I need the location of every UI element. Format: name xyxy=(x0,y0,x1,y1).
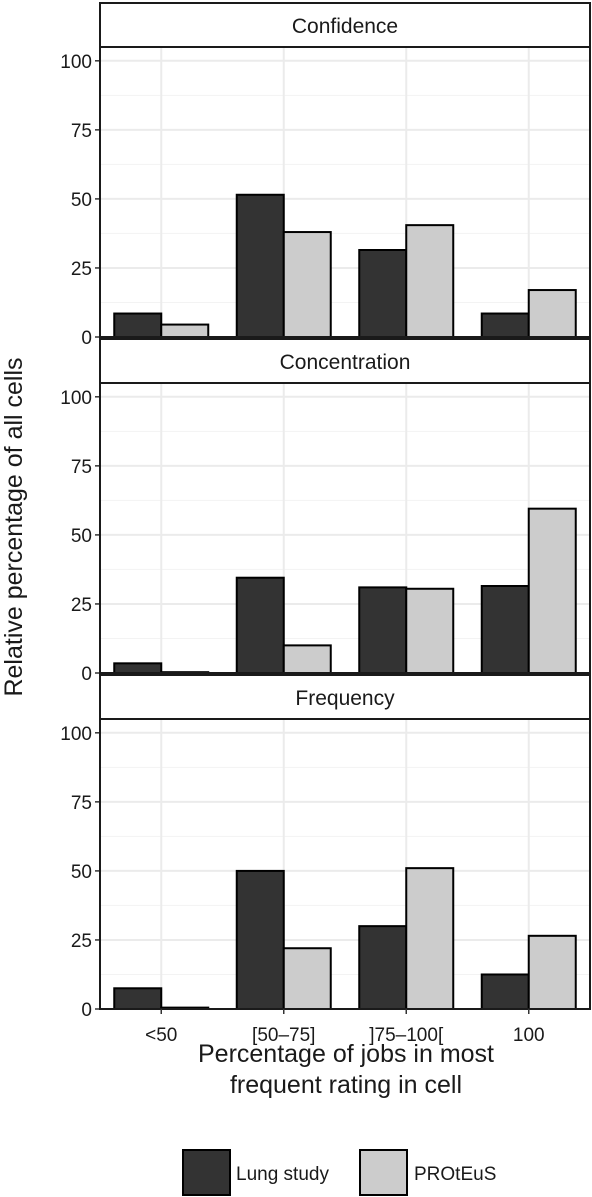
bar-proteus-100 xyxy=(527,507,577,674)
y-tick-label: 25 xyxy=(71,595,92,616)
bar-lung-study-75-100 xyxy=(358,249,408,338)
facet-strip xyxy=(99,338,591,384)
bar-proteus-50-75 xyxy=(282,947,332,1011)
facet-strip xyxy=(99,2,591,48)
bar-lung-study-50-75 xyxy=(235,869,285,1011)
y-axis-title: Relative percentage of all cells xyxy=(0,357,28,696)
bar-lung-study-75-100 xyxy=(358,925,408,1011)
y-tick-label: 100 xyxy=(60,388,92,409)
bar-lung-study-50 xyxy=(113,987,163,1010)
bar-proteus-75-100 xyxy=(405,867,455,1011)
facet-title: Confidence xyxy=(292,15,398,38)
bar-proteus-75-100 xyxy=(405,587,455,674)
y-tick-label: 0 xyxy=(81,664,92,685)
bar-lung-study-50 xyxy=(113,662,163,674)
panel-border xyxy=(99,382,591,674)
x-tick-label-100: 100 xyxy=(513,1025,545,1046)
x-axis-title-line-2: frequent rating in cell xyxy=(230,1071,462,1099)
bar-lung-study-50 xyxy=(113,312,163,338)
y-tick-label: 25 xyxy=(71,259,92,280)
bar-lung-study-50-75 xyxy=(235,193,285,338)
bar-lung-study-100 xyxy=(480,312,530,338)
legend-key-lung-study xyxy=(182,1149,231,1196)
bar-proteus-100 xyxy=(527,934,577,1010)
y-tick-label: 100 xyxy=(60,52,92,73)
panel-confidence: Confidence 0 25 50 75 100 xyxy=(60,2,591,349)
legend-key-proteus xyxy=(359,1149,408,1196)
y-tick-label: 50 xyxy=(71,190,92,211)
y-tick-label: 75 xyxy=(71,121,92,142)
y-tick-label: 75 xyxy=(71,793,92,814)
y-tick-label: 0 xyxy=(81,1000,92,1021)
bar-proteus-50-75 xyxy=(282,644,332,675)
legend-label-lung-study: Lung study xyxy=(236,1164,329,1185)
panel-border xyxy=(99,718,591,1010)
panel-background xyxy=(100,719,590,1009)
y-tick-label: 50 xyxy=(71,526,92,547)
x-tick-label-50: <50 xyxy=(145,1025,177,1046)
bar-lung-study-75-100 xyxy=(358,586,408,675)
x-tick-label-50-75: [50–75] xyxy=(252,1025,315,1046)
panel-border xyxy=(99,46,591,338)
bar-proteus-50-75 xyxy=(282,231,332,338)
y-tick-label: 100 xyxy=(60,724,92,745)
legend-label-proteus: PROtEuS xyxy=(414,1164,496,1185)
y-tick-label: 75 xyxy=(71,457,92,478)
bar-lung-study-50-75 xyxy=(235,576,285,675)
bar-lung-study-100 xyxy=(480,585,530,674)
y-tick-label: 0 xyxy=(81,328,92,349)
panel-background xyxy=(100,47,590,337)
legend: Lung study PROtEuS xyxy=(182,1149,496,1196)
bar-lung-study-100 xyxy=(480,973,530,1011)
x-axis-title-line-1: Percentage of jobs in most xyxy=(198,1040,494,1068)
y-tick-label: 25 xyxy=(71,931,92,952)
bar-proteus-100 xyxy=(527,289,577,338)
bar-proteus-75-100 xyxy=(405,224,455,338)
x-tick-label-75-100: ]75–100[ xyxy=(369,1025,444,1046)
facet-title: Concentration xyxy=(280,351,411,374)
facet-title: Frequency xyxy=(295,687,395,710)
chart-panels: Confidence 0 25 50 75 100 Concentration 0 25 50 75… xyxy=(60,2,591,1046)
y-tick-label: 50 xyxy=(71,862,92,883)
panel-concentration: Concentration 0 25 50 75 100 xyxy=(60,338,591,685)
panel-frequency: Frequency 0 25 50 75 100 <50 [50–75] ]75–100[ 100 xyxy=(60,674,591,1046)
bar-proteus-50 xyxy=(160,323,210,339)
